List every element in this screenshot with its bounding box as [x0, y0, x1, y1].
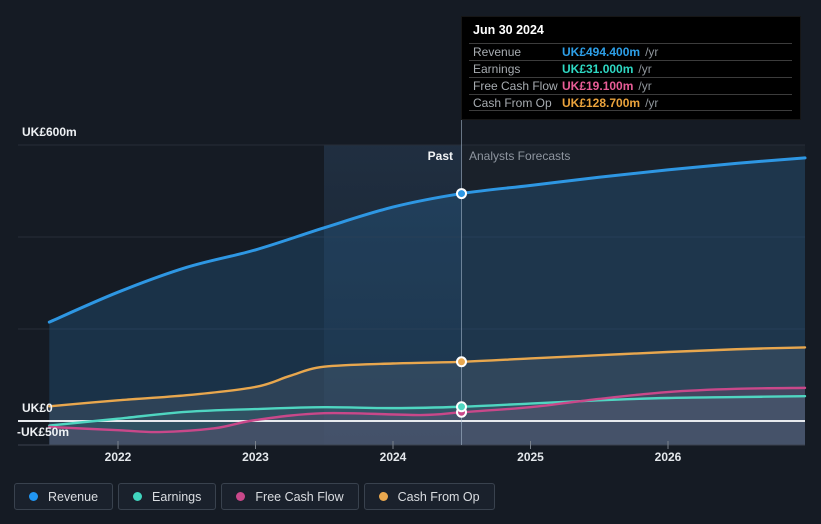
marker-cash-from-op[interactable] — [456, 356, 467, 368]
tooltip-label: Revenue — [473, 45, 522, 59]
series-lines — [47, 156, 807, 434]
tooltip-value: UK£31.000m — [562, 62, 634, 76]
legend-item-revenue[interactable]: Revenue — [14, 483, 114, 510]
tooltip-label: Earnings — [473, 62, 521, 76]
x-tick-2026: 2026 — [654, 450, 682, 464]
x-tick-2025: 2025 — [517, 450, 544, 464]
earnings-dot-icon — [133, 492, 143, 501]
tooltip-value: UK£19.100m — [562, 79, 634, 93]
legend-label: Revenue — [48, 489, 99, 504]
past-label: Past — [427, 149, 453, 163]
last-year-highlight-band — [324, 145, 462, 445]
tooltip-label: Free Cash Flow — [473, 79, 558, 93]
x-axis-ticks — [117, 441, 669, 449]
tooltip-unit: /yr — [638, 62, 652, 76]
line-earnings[interactable] — [48, 394, 807, 427]
tooltip-value: UK£494.400m — [562, 45, 641, 59]
legend-item-free-cash-flow[interactable]: Free Cash Flow — [221, 483, 359, 510]
chart-legend: Revenue Earnings Free Cash Flow Cash Fro… — [14, 483, 495, 510]
chart-plot-area[interactable] — [0, 0, 821, 470]
area-free-cash-flow — [49, 387, 806, 445]
line-revenue[interactable] — [47, 156, 807, 324]
chart-tooltip: Jun 30 2024 Revenue UK£494.400m /yr Earn… — [461, 16, 801, 120]
tooltip-value: UK£128.700m — [562, 95, 641, 110]
analysts-forecasts-label: Analysts Forecasts — [469, 149, 571, 163]
tooltip-row-earnings: Earnings UK£31.000m /yr — [469, 60, 792, 77]
marker-earnings[interactable] — [456, 401, 467, 413]
legend-label: Free Cash Flow — [255, 489, 344, 504]
line-free-cash-flow[interactable] — [48, 386, 807, 434]
tooltip-unit: /yr — [645, 45, 659, 59]
tooltip-row-revenue: Revenue UK£494.400m /yr — [469, 43, 792, 60]
y-axis-label-0: UK£0 — [22, 401, 53, 415]
free-cash-flow-dot-icon — [236, 492, 246, 501]
tooltip-row-cash-from-op: Cash From Op UK£128.700m /yr — [469, 94, 792, 111]
cash-from-op-dot-icon — [378, 492, 388, 501]
tooltip-unit: /yr — [638, 79, 652, 93]
x-tick-2022: 2022 — [104, 450, 132, 464]
x-tick-2024: 2024 — [379, 450, 407, 464]
legend-item-earnings[interactable]: Earnings — [118, 483, 217, 510]
tooltip-label: Cash From Op — [473, 95, 552, 110]
legend-label: Cash From Op — [397, 489, 480, 504]
legend-item-cash-from-op[interactable]: Cash From Op — [363, 483, 495, 510]
area-revenue — [49, 157, 806, 445]
chart-background-layer — [18, 144, 805, 445]
marker-revenue[interactable] — [456, 188, 467, 200]
revenue-dot-icon — [29, 492, 38, 501]
tooltip-row-free-cash-flow: Free Cash Flow UK£19.100m /yr — [469, 77, 792, 94]
tooltip-date: Jun 30 2024 — [473, 23, 544, 37]
y-axis-label-600m: UK£600m — [22, 125, 77, 139]
axis-lines-layer — [18, 420, 805, 449]
selected-date-markers[interactable] — [456, 188, 467, 418]
line-cash-from-op[interactable] — [48, 346, 807, 408]
x-tick-2023: 2023 — [242, 450, 269, 464]
legend-label: Earnings — [152, 489, 202, 504]
y-axis-label-neg50m: -UK£50m — [17, 425, 70, 439]
tooltip-unit: /yr — [645, 95, 659, 110]
